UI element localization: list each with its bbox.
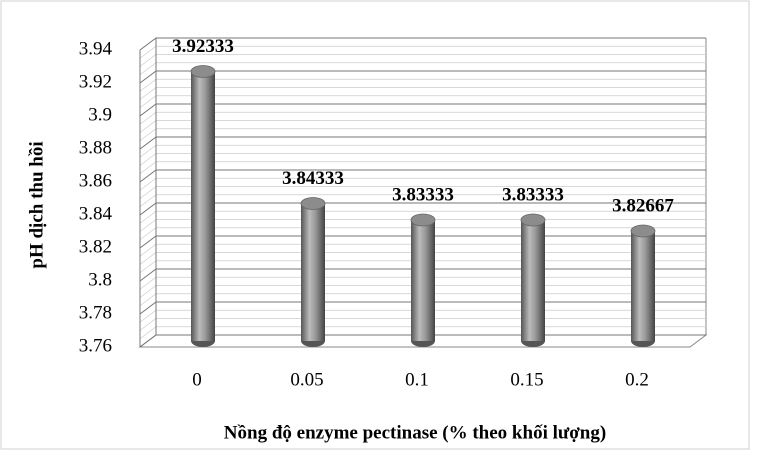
cylinder	[630, 224, 656, 347]
data-label: 3.83333	[392, 184, 454, 205]
grid-line	[139, 169, 706, 183]
data-label: 3.83333	[502, 184, 564, 205]
x-tick-label: 0.15	[510, 369, 543, 390]
y-tick-label: 3.9	[88, 104, 112, 125]
y-tick-label: 3.88	[79, 137, 112, 158]
minor-grid-line	[139, 120, 706, 133]
bar	[411, 220, 435, 341]
cylinder-top	[190, 65, 216, 78]
x-tick-label: 0	[192, 369, 202, 390]
cylinder	[300, 197, 326, 347]
grid-line	[139, 103, 706, 117]
minor-grid-line	[139, 70, 706, 84]
cylinder-top	[300, 197, 326, 210]
minor-grid-line	[139, 169, 706, 183]
x-tick-label: 0.1	[405, 369, 429, 390]
y-axis-title: pH dịch thu hồi	[26, 141, 47, 268]
cylinder-top	[520, 213, 546, 227]
minor-grid-line	[139, 87, 706, 100]
y-tick-label: 3.92	[79, 71, 112, 92]
cylinder	[190, 65, 216, 347]
y-tick-label: 3.76	[79, 335, 112, 356]
minor-grid-line	[139, 136, 706, 150]
grid-line	[139, 70, 706, 84]
minor-grid-line	[139, 95, 706, 109]
minor-grid-line	[139, 103, 706, 117]
cylinder-top	[630, 224, 656, 238]
x-tick-label: 0.05	[290, 369, 323, 390]
y-tick-label: 3.84	[79, 203, 113, 224]
minor-grid-line	[139, 153, 706, 166]
bar	[521, 220, 545, 341]
minor-grid-line	[139, 144, 706, 158]
minor-grid-line	[139, 111, 706, 125]
y-tick-label: 3.86	[79, 170, 112, 191]
bar	[631, 230, 655, 341]
x-tick-label: 0.2	[625, 369, 649, 390]
y-tick-label: 3.78	[79, 302, 112, 323]
x-axis-title: Nồng độ enzyme pectinase (% theo khối lư…	[224, 422, 606, 443]
cylinder	[410, 213, 436, 347]
minor-grid-line	[139, 161, 706, 175]
cylinder	[520, 213, 546, 347]
y-tick-label: 3.8	[88, 269, 112, 290]
minor-grid-line	[139, 62, 706, 76]
minor-grid-line	[139, 128, 706, 142]
y-tick-label: 3.82	[79, 236, 112, 257]
bar	[191, 71, 215, 342]
data-label: 3.84333	[282, 168, 344, 189]
minor-grid-line	[139, 78, 706, 92]
bar	[301, 203, 325, 341]
grid-line	[139, 136, 706, 150]
data-label: 3.92333	[172, 36, 234, 57]
cylinder-top	[410, 213, 436, 227]
data-label: 3.82667	[612, 195, 674, 216]
y-tick-label: 3.94	[79, 38, 113, 59]
